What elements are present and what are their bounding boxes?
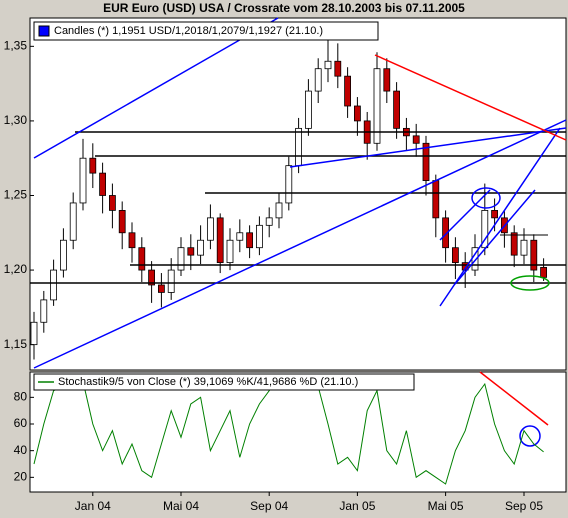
candle-body	[422, 142, 430, 181]
y-tick-label: 60	[14, 416, 28, 430]
candle-body	[138, 247, 146, 271]
candle-body	[540, 266, 547, 278]
candle-body	[255, 224, 263, 249]
legend-box	[33, 373, 415, 391]
candle-body	[69, 202, 77, 241]
candle-body	[314, 68, 322, 92]
candle-body	[491, 210, 499, 219]
y-tick-label: 1,30	[4, 113, 28, 127]
trend-line	[289, 127, 567, 168]
candle-body	[148, 269, 156, 286]
candle-body	[109, 195, 116, 211]
trend-line	[33, 17, 279, 159]
legend-label: Stochastik9/5 von Close (*) 39,1069 %K/4…	[58, 376, 358, 388]
candle-body	[60, 239, 67, 271]
x-tick-label: Mai 05	[428, 499, 464, 513]
candle-body	[89, 157, 97, 174]
candle-body	[187, 247, 195, 256]
candle-body	[412, 135, 420, 144]
y-tick-label: 40	[14, 443, 28, 457]
candle-body	[285, 165, 293, 204]
candle-body	[295, 127, 303, 167]
candle-body	[50, 269, 57, 301]
trend-line	[439, 127, 561, 307]
candle-body	[177, 247, 185, 271]
legend: Candles (*) 1,1951 USD/1,2018/1,2079/1,1…	[33, 21, 379, 41]
candle-body	[236, 232, 244, 241]
candle-body	[373, 68, 381, 144]
y-tick-label: 80	[14, 390, 28, 404]
resistance-line	[374, 54, 567, 141]
x-tick-label: Jan 04	[75, 499, 111, 513]
candle-body	[442, 217, 450, 249]
candle-body	[393, 90, 401, 129]
trend-line	[33, 119, 567, 369]
candle-body	[40, 299, 48, 323]
y-tick-label: 20	[14, 470, 28, 484]
x-tick-label: Sep 04	[250, 499, 288, 513]
highlight-ellipse	[471, 187, 501, 209]
x-tick-label: Mai 04	[163, 499, 199, 513]
highlight-ellipse	[519, 425, 541, 447]
candle-body	[157, 284, 165, 293]
legend-label: Candles (*) 1,1951 USD/1,2018/1,2079/1,1…	[54, 25, 323, 37]
candle-body	[461, 262, 469, 271]
trend-line	[454, 189, 536, 285]
candle-body	[383, 68, 391, 92]
x-tick-label: Sep 05	[505, 499, 543, 513]
candle-body	[128, 232, 136, 249]
chart-title: EUR Euro (USD) USA / Crossrate vom 28.10…	[103, 1, 465, 15]
candle-body	[99, 172, 106, 196]
candle-body	[481, 210, 489, 249]
candle-body	[353, 105, 361, 122]
candle-body	[265, 217, 273, 226]
candle-body	[334, 60, 342, 77]
lower-panel	[29, 371, 567, 493]
resistance-line	[479, 371, 549, 426]
candle-body	[216, 217, 224, 264]
highlight-ellipse	[510, 275, 550, 291]
candle-body	[246, 232, 254, 249]
trend-line	[439, 189, 491, 241]
legend-box	[33, 21, 379, 41]
y-tick-label: 1,15	[4, 337, 28, 351]
y-tick-label: 1,20	[4, 262, 28, 276]
candle-body	[530, 239, 538, 271]
candle-body	[226, 239, 234, 264]
candle-body	[451, 247, 459, 264]
candle-body	[520, 239, 528, 256]
candle-body	[275, 202, 283, 219]
main-panel	[29, 17, 567, 371]
candle-body	[30, 321, 38, 346]
candle-body	[510, 232, 518, 256]
y-tick-label: 1,35	[4, 39, 28, 53]
candle-body	[167, 269, 175, 293]
legend-swatch	[38, 25, 50, 37]
candle-body	[432, 180, 440, 219]
candle-body	[206, 217, 214, 241]
candle-body	[118, 210, 126, 234]
candle-body	[324, 60, 332, 70]
candle-body	[304, 90, 312, 129]
candle-body	[79, 157, 87, 204]
candle-body	[197, 239, 205, 256]
candle-body	[344, 75, 352, 107]
legend: Stochastik9/5 von Close (*) 39,1069 %K/4…	[33, 373, 415, 391]
x-tick-label: Jan 05	[339, 499, 375, 513]
y-tick-label: 1,25	[4, 188, 28, 202]
annotations	[30, 17, 567, 447]
